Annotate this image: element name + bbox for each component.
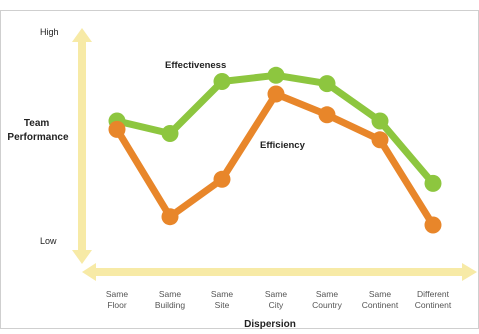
data-point-efficiency bbox=[161, 208, 179, 226]
y-high-label: High bbox=[40, 27, 59, 37]
data-point-efficiency bbox=[267, 85, 285, 103]
data-point-efficiency bbox=[371, 131, 389, 149]
axes bbox=[72, 28, 477, 281]
data-point-efficiency bbox=[424, 216, 442, 234]
x-tick-label: Same City bbox=[265, 289, 287, 310]
x-axis-label: Dispersion bbox=[244, 319, 296, 329]
y-low-label: Low bbox=[40, 236, 57, 246]
x-tick-label-line: Different bbox=[417, 289, 450, 299]
x-tick-label-line: Same bbox=[106, 289, 128, 299]
chart-frame bbox=[0, 10, 479, 329]
x-tick-label-line: Continent bbox=[362, 300, 399, 310]
x-tick-label: Different Continent bbox=[415, 289, 452, 310]
x-tick-label-line: Site bbox=[215, 300, 230, 310]
data-point-effectiveness bbox=[267, 66, 285, 84]
x-tick-label-line: Building bbox=[155, 300, 186, 310]
y-axis-label-line-1: Team bbox=[24, 118, 49, 129]
x-tick-label-line: Same bbox=[369, 289, 391, 299]
data-point-effectiveness bbox=[371, 112, 389, 130]
y-axis-label-line-2: Performance bbox=[7, 132, 69, 143]
effectiveness-label: Effectiveness bbox=[165, 60, 226, 71]
y-axis-arrow bbox=[72, 28, 92, 264]
x-tick-label-line: Same bbox=[159, 289, 181, 299]
x-tick-label: Same Building bbox=[155, 289, 186, 310]
x-axis-arrow bbox=[82, 263, 477, 281]
data-point-effectiveness bbox=[424, 174, 442, 192]
efficiency-label: Efficiency bbox=[260, 140, 306, 151]
x-tick-label: Same Floor bbox=[106, 289, 128, 310]
series-points bbox=[108, 66, 442, 234]
data-point-efficiency bbox=[213, 170, 231, 188]
x-tick-label-line: Same bbox=[211, 289, 233, 299]
x-tick-label-line: Continent bbox=[415, 300, 452, 310]
series-line-efficiency bbox=[113, 90, 437, 229]
x-tick-label-line: Country bbox=[312, 300, 343, 310]
data-point-effectiveness bbox=[318, 75, 336, 93]
x-tick-label-line: Floor bbox=[107, 300, 127, 310]
x-tick-label-line: City bbox=[269, 300, 284, 310]
x-tick-label: Same Country bbox=[312, 289, 343, 310]
data-point-effectiveness bbox=[213, 73, 231, 90]
x-tick-label: Same Continent bbox=[362, 289, 399, 310]
data-point-efficiency bbox=[318, 106, 336, 124]
x-tick-label-line: Same bbox=[316, 289, 338, 299]
y-axis-label: Team Performance bbox=[7, 118, 69, 143]
data-point-effectiveness bbox=[161, 125, 179, 142]
data-point-efficiency bbox=[108, 120, 126, 138]
x-tick-label-line: Same bbox=[265, 289, 287, 299]
x-tick-label: Same Site bbox=[211, 289, 233, 310]
